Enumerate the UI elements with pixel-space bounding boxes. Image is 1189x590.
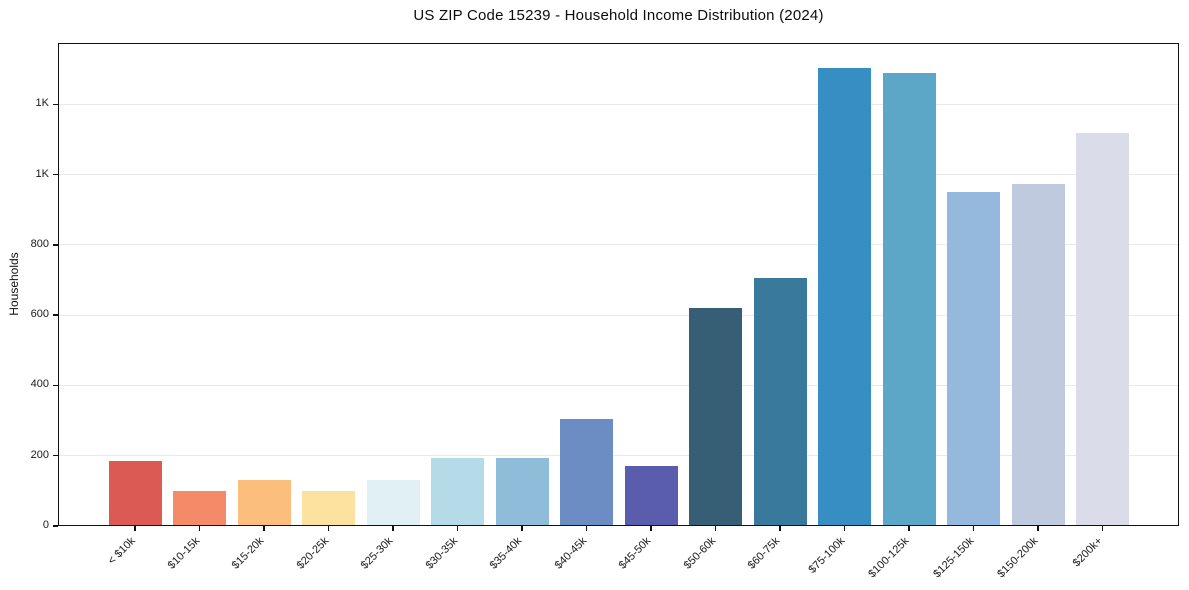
x-tick-label: $10-15k <box>165 535 202 572</box>
y-axis-label: Households <box>7 252 21 316</box>
chart-title: US ZIP Code 15239 - Household Income Dis… <box>413 7 824 24</box>
bar <box>431 457 484 526</box>
x-tick-mark <box>972 526 975 531</box>
x-tick-label: $30-35k <box>423 535 460 572</box>
x-tick-mark <box>908 526 910 531</box>
bar <box>560 418 613 526</box>
x-tick-mark <box>134 526 136 531</box>
x-tick-mark <box>456 526 459 531</box>
bar <box>1011 183 1065 526</box>
x-tick-mark <box>585 526 588 531</box>
y-tick-label: 200 <box>30 448 49 461</box>
bar <box>753 278 807 526</box>
x-tick-label: $60-75k <box>745 535 783 572</box>
bar <box>366 480 420 526</box>
x-tick-label: $15-20k <box>229 535 267 572</box>
bar <box>624 466 678 526</box>
x-tick-label: $125-150k <box>930 535 976 581</box>
y-tick-label: 600 <box>30 308 49 321</box>
x-tick-mark <box>714 526 717 531</box>
y-tick-label: 400 <box>30 378 49 391</box>
bar <box>173 490 226 526</box>
x-tick-mark <box>198 526 201 531</box>
gridline <box>58 103 1179 105</box>
gridline <box>58 455 1179 457</box>
x-tick-mark <box>1037 526 1039 531</box>
bar <box>689 308 742 526</box>
x-tick-mark <box>650 526 652 531</box>
y-tick-mark <box>52 384 58 387</box>
x-tick-label: $150-200k <box>995 535 1041 581</box>
y-tick-mark <box>52 525 58 527</box>
x-tick-mark <box>779 526 781 531</box>
bar <box>947 192 1000 526</box>
bar <box>237 480 291 526</box>
y-tick-label: 800 <box>30 237 49 250</box>
gridline <box>58 174 1179 176</box>
y-tick-mark <box>52 244 58 246</box>
x-tick-label: $20-25k <box>294 535 331 572</box>
y-tick-mark <box>52 314 58 316</box>
x-tick-label: $100-125k <box>866 535 912 581</box>
x-tick-label: $50-60k <box>681 535 718 572</box>
gridline <box>58 385 1179 386</box>
x-tick-mark <box>327 526 330 531</box>
x-tick-mark <box>263 526 265 531</box>
bar <box>108 461 162 526</box>
y-tick-mark <box>52 103 58 106</box>
gridline <box>58 244 1179 246</box>
bar <box>882 72 936 526</box>
y-tick-label: 0 <box>42 519 49 531</box>
x-tick-mark <box>521 526 523 531</box>
x-tick-label: $35-40k <box>487 535 525 572</box>
x-tick-label: < $10k <box>105 535 138 568</box>
x-tick-label: $45-50k <box>616 535 654 572</box>
x-tick-label: $200k+ <box>1070 535 1105 570</box>
gridline <box>58 314 1179 316</box>
bar <box>1076 132 1129 526</box>
y-tick-label: 1K <box>35 97 49 110</box>
x-tick-label: $75-100k <box>806 535 847 576</box>
bar <box>818 67 871 526</box>
plot-area <box>58 43 1179 526</box>
bar <box>495 457 549 526</box>
y-tick-mark <box>52 454 58 457</box>
y-tick-mark <box>52 173 58 176</box>
x-tick-mark <box>843 526 846 531</box>
y-tick-label: 1K <box>35 167 49 180</box>
x-tick-label: $25-30k <box>358 535 396 572</box>
bar <box>302 490 355 526</box>
x-tick-mark <box>1101 526 1104 531</box>
x-tick-label: $40-45k <box>552 535 589 572</box>
x-tick-mark <box>392 526 394 531</box>
